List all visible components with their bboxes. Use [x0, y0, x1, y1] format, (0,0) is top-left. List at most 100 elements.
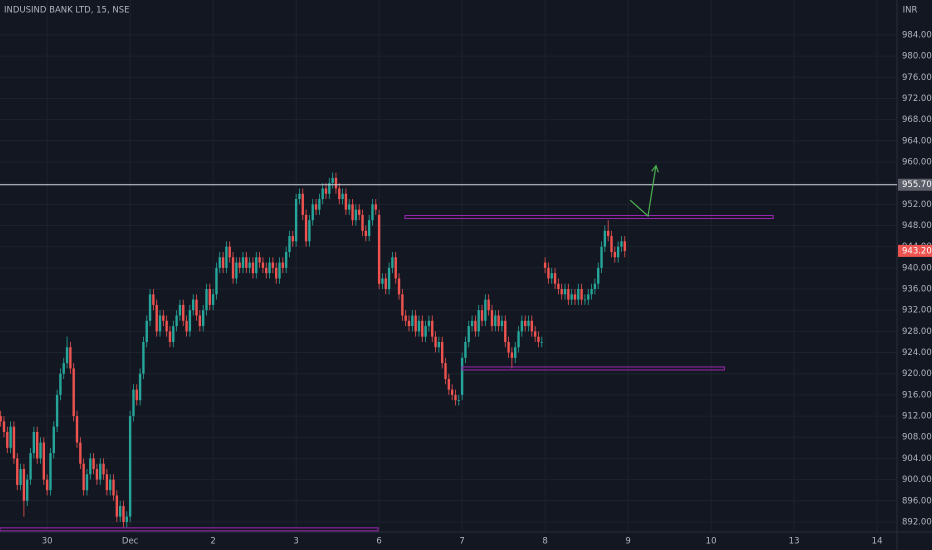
candle-body [0, 416, 2, 422]
candle-body [587, 294, 590, 300]
y-tick-label: 912.00 [902, 412, 932, 422]
candle-body [175, 315, 178, 327]
candle-body [397, 278, 401, 295]
candle-body [527, 320, 530, 327]
candle-body [600, 246, 603, 268]
candle-body [118, 506, 122, 517]
candle-body [474, 320, 477, 332]
candle-body [567, 289, 570, 300]
y-tick-label: 940.00 [902, 263, 932, 273]
candle-body [371, 204, 374, 221]
y-tick-label: 952.00 [902, 200, 932, 210]
candle-body [65, 347, 69, 364]
y-tick-label: 900.00 [902, 475, 932, 485]
candle-body [278, 262, 281, 279]
last-price-label: 943.20 [902, 246, 932, 256]
candle-body [494, 315, 497, 327]
candle-body [2, 421, 6, 432]
candle-body [580, 289, 583, 300]
candle-body [115, 495, 119, 517]
candle-body [603, 230, 607, 247]
candle-body [364, 230, 368, 237]
candle-body [597, 267, 600, 284]
candle-body [208, 289, 212, 305]
candle-body [321, 188, 324, 200]
candle-body [440, 341, 444, 364]
candle-body [414, 315, 417, 332]
candle-body [152, 294, 155, 305]
candle-body [298, 193, 301, 200]
overlay [0, 164, 897, 532]
candle-body [613, 251, 617, 258]
y-tick-label: 964.00 [902, 136, 932, 146]
candle-body [211, 294, 215, 305]
candle-body [52, 426, 55, 454]
candle-body [447, 379, 451, 390]
candle-body [354, 209, 358, 221]
candle-body [142, 341, 145, 374]
candle-body [185, 320, 188, 332]
candle-body [49, 453, 52, 491]
candle-body [35, 431, 39, 459]
candle-body [55, 394, 59, 427]
candle-body [480, 310, 484, 321]
arrow [629, 165, 657, 218]
candle-body [328, 183, 331, 194]
candle-body [427, 320, 431, 327]
candle-body [457, 400, 460, 401]
candle-body [557, 283, 560, 290]
last-price-tag [898, 244, 932, 257]
candle-body [401, 294, 404, 316]
candle-body [484, 299, 487, 321]
candle-body [308, 220, 311, 242]
candle-body [394, 257, 397, 279]
candle-body [404, 315, 407, 321]
price-line-tag [898, 178, 932, 191]
candle-body [79, 442, 82, 464]
candle-body [92, 458, 95, 470]
candle-body [530, 320, 534, 332]
candle-body [467, 326, 470, 342]
candle-body [62, 363, 65, 374]
y-tick-label: 916.00 [902, 390, 932, 400]
candle-body [387, 267, 391, 290]
candle-body [523, 320, 527, 327]
candle-body [69, 347, 72, 369]
candle-body [570, 294, 573, 300]
candle-body [470, 320, 474, 327]
candle-body [42, 442, 46, 480]
candle-body [334, 177, 338, 189]
y-tick-label: 984.00 [902, 30, 932, 40]
y-tick-label: 892.00 [902, 517, 932, 527]
y-tick-label: 948.00 [902, 221, 932, 231]
candle-body [324, 188, 328, 194]
y-tick-label: 936.00 [902, 285, 932, 295]
candle-body [6, 431, 9, 448]
candle-body [623, 241, 626, 251]
grid [0, 0, 897, 532]
candle-body [155, 304, 158, 332]
y-tick-label: 972.00 [902, 94, 932, 104]
candle-body [358, 209, 361, 215]
candle-body [158, 315, 162, 332]
x-tick-label: 13 [789, 537, 800, 547]
candle-body [26, 479, 29, 501]
candle-body [487, 299, 490, 311]
candle-body [374, 204, 377, 210]
candle-body [514, 347, 517, 358]
candle-body [168, 331, 172, 342]
candle-body [245, 257, 248, 268]
candle-body [381, 278, 384, 284]
candle-body [563, 289, 567, 295]
candle-body [361, 214, 364, 231]
candle-body [241, 257, 245, 268]
candle-body [411, 315, 414, 327]
candle-body [39, 442, 42, 459]
candle-body [138, 373, 142, 401]
candle-body [417, 320, 421, 332]
candle-body [464, 341, 467, 358]
candle-body [543, 262, 547, 268]
candle-body [520, 320, 524, 332]
